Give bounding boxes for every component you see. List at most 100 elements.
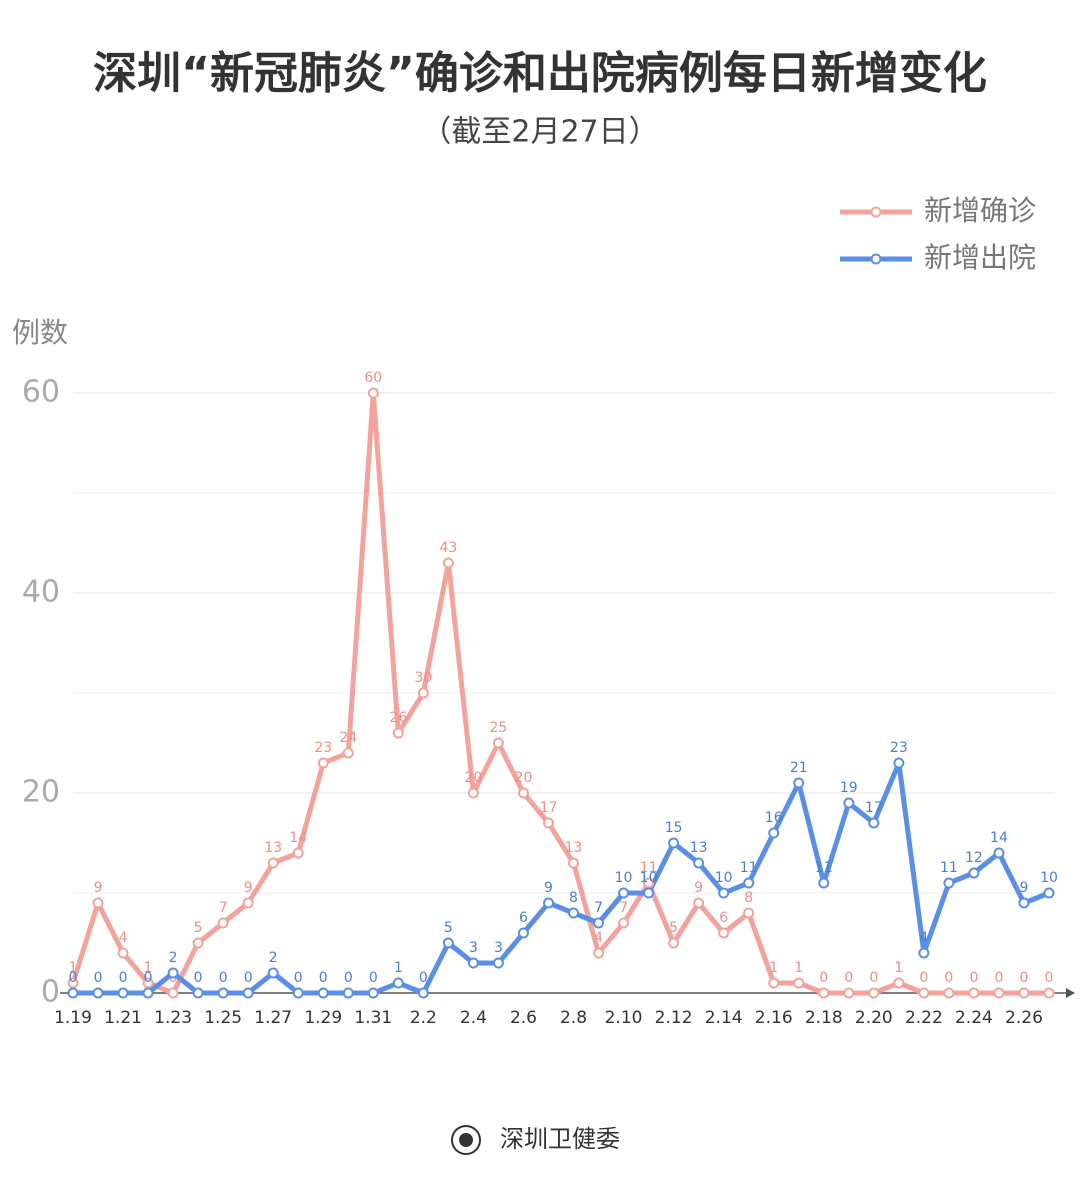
data-point [517, 927, 529, 939]
y-axis-label: 例数 [12, 316, 68, 349]
data-label: 10 [640, 870, 658, 886]
data-point [392, 977, 404, 989]
data-label: 0 [119, 970, 128, 986]
data-point [593, 947, 605, 959]
data-point [117, 947, 129, 959]
x-tick-label: 2.14 [705, 1008, 743, 1028]
data-point [217, 917, 229, 929]
data-point [492, 737, 504, 749]
y-tick-label: 40 [22, 575, 60, 610]
data-label: 10 [615, 870, 633, 886]
data-point [142, 987, 154, 999]
data-label: 9 [694, 880, 703, 896]
data-point [492, 957, 504, 969]
data-label: 24 [339, 730, 357, 746]
data-point [918, 947, 930, 959]
data-label: 21 [790, 760, 808, 776]
data-label: 0 [869, 970, 878, 986]
data-point [342, 987, 354, 999]
data-point [292, 847, 304, 859]
data-label: 1 [769, 960, 778, 976]
y-tick-label: 0 [41, 975, 60, 1010]
data-point [818, 877, 830, 889]
data-label: 7 [619, 900, 628, 916]
data-point [92, 897, 104, 909]
data-point [317, 757, 329, 769]
data-point [718, 887, 730, 899]
x-tick-label: 2.16 [755, 1008, 793, 1028]
x-tick-label: 2.26 [1005, 1008, 1043, 1028]
data-label: 0 [244, 970, 253, 986]
data-point [1043, 987, 1055, 999]
data-point [1018, 987, 1030, 999]
data-label: 0 [844, 970, 853, 986]
data-point [568, 907, 580, 919]
data-point [718, 927, 730, 939]
data-label: 0 [819, 970, 828, 986]
source-logo [451, 1125, 481, 1155]
data-label: 43 [439, 540, 457, 556]
x-tick-label: 2.10 [605, 1008, 643, 1028]
data-point [242, 897, 254, 909]
data-point [893, 977, 905, 989]
legend-label: 新增出院 [924, 241, 1036, 274]
data-label: 0 [994, 970, 1003, 986]
data-label: 9 [1020, 880, 1029, 896]
data-label: 15 [665, 820, 683, 836]
data-point [768, 977, 780, 989]
data-point [818, 987, 830, 999]
data-label: 30 [414, 670, 432, 686]
data-point [342, 747, 354, 759]
data-label: 0 [219, 970, 228, 986]
x-tick-label: 2.4 [460, 1008, 487, 1028]
data-point [793, 777, 805, 789]
x-tick-label: 2.20 [855, 1008, 893, 1028]
data-point [67, 987, 79, 999]
data-label: 6 [719, 910, 728, 926]
data-point [517, 787, 529, 799]
data-point [167, 967, 179, 979]
data-point [618, 917, 630, 929]
data-point [693, 857, 705, 869]
data-label: 0 [1045, 970, 1054, 986]
data-label: 4 [919, 930, 928, 946]
data-label: 13 [690, 840, 708, 856]
data-label: 6 [519, 910, 528, 926]
x-tick-label: 1.21 [104, 1008, 142, 1028]
x-tick-label: 2.22 [905, 1008, 943, 1028]
y-tick-label: 20 [22, 775, 60, 810]
data-label: 0 [294, 970, 303, 986]
data-label: 1 [794, 960, 803, 976]
data-point [417, 687, 429, 699]
data-point [693, 897, 705, 909]
data-label: 1 [394, 960, 403, 976]
data-label: 11 [740, 860, 758, 876]
data-point [392, 727, 404, 739]
data-label: 5 [194, 920, 203, 936]
data-label: 12 [965, 850, 983, 866]
data-label: 23 [890, 740, 908, 756]
data-label: 0 [194, 970, 203, 986]
data-label: 13 [565, 840, 583, 856]
x-tick-label: 2.18 [805, 1008, 843, 1028]
data-point [292, 987, 304, 999]
data-point [743, 907, 755, 919]
x-tick-label: 2.2 [410, 1008, 437, 1028]
data-point [242, 987, 254, 999]
data-label: 0 [969, 970, 978, 986]
data-point [868, 987, 880, 999]
data-label: 3 [469, 940, 478, 956]
legend-marker [870, 206, 882, 218]
data-point [542, 897, 554, 909]
data-label: 17 [540, 800, 558, 816]
data-label: 0 [944, 970, 953, 986]
data-label: 10 [715, 870, 733, 886]
data-label: 14 [990, 830, 1008, 846]
data-label: 0 [94, 970, 103, 986]
data-point [317, 987, 329, 999]
x-tick-label: 1.31 [354, 1008, 392, 1028]
x-tick-label: 1.23 [154, 1008, 192, 1028]
data-point [668, 837, 680, 849]
data-label: 0 [144, 970, 153, 986]
y-tick-label: 60 [22, 375, 60, 410]
